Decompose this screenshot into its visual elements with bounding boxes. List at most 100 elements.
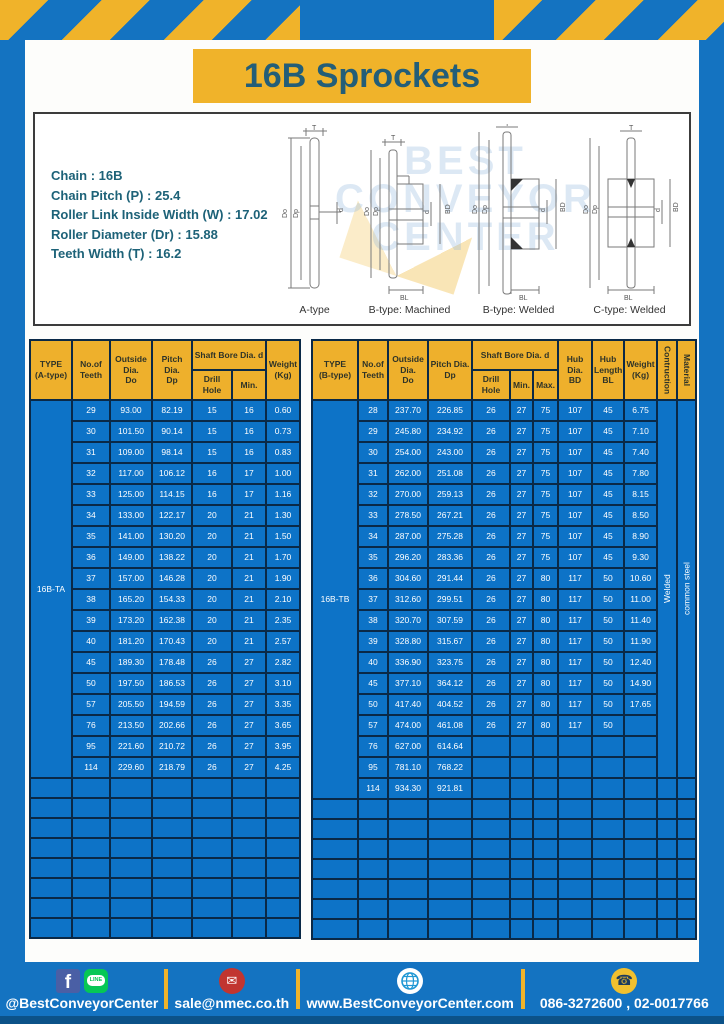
cell: 75 (532, 504, 560, 527)
cell: 38 (357, 609, 390, 632)
cell: 170.43 (151, 630, 193, 653)
cell (509, 818, 535, 840)
cell (71, 917, 111, 939)
cell (557, 898, 594, 920)
cell: 26 (471, 630, 512, 653)
email-address: sale@nmec.co.th (174, 994, 290, 1011)
drawing-label: B-type: Welded (482, 304, 555, 316)
cell (29, 897, 73, 919)
globe-icon (397, 967, 424, 994)
empty-row (311, 798, 698, 820)
cell (109, 817, 153, 839)
cell (191, 857, 233, 879)
cell (387, 818, 430, 840)
cell (471, 777, 512, 800)
cell: 237.70 (387, 399, 430, 422)
cell: 2.82 (265, 651, 302, 674)
footer-phone-group: ☎ 086-3272600 , 02-0017766 (525, 962, 724, 1016)
cell (230, 837, 268, 859)
construction-cell: Welded (657, 400, 678, 778)
cell (591, 838, 626, 860)
empty-row (29, 857, 302, 879)
cell (427, 818, 474, 840)
cell (265, 917, 302, 939)
a-type-sketch-icon: T Do Dp d (282, 125, 345, 289)
cell: 125.00 (109, 483, 153, 506)
cell (509, 838, 535, 860)
cell: 76 (71, 714, 111, 737)
cell (265, 857, 302, 879)
cell (151, 837, 193, 859)
col-drill-hole: Drill Hole (471, 369, 512, 401)
cell: 7.10 (623, 420, 659, 443)
cell: 26 (191, 651, 233, 674)
cell: 7.40 (623, 441, 659, 464)
cell: 364.12 (427, 672, 474, 695)
cell: 39 (357, 630, 390, 653)
cell: 26 (471, 609, 512, 632)
cell: 312.60 (387, 588, 430, 611)
cell: 146.28 (151, 567, 193, 590)
table-row: 16B-TA 29 93.00 82.19 15 16 0.60 (29, 399, 302, 779)
footer-contact-bar: f LINE @BestConveyorCenter ✉ sale@nmec.c… (0, 962, 724, 1016)
empty-row (311, 818, 698, 840)
footer-social-group: f LINE @BestConveyorCenter (0, 962, 164, 1016)
cell (230, 857, 268, 879)
cell: 2.35 (265, 609, 302, 632)
cell: 117.00 (109, 462, 153, 485)
svg-text:BD: BD (445, 204, 452, 214)
cell (265, 897, 302, 919)
cell (230, 797, 268, 819)
cell: 20 (191, 525, 233, 548)
cell (109, 797, 153, 819)
cell (676, 838, 698, 860)
svg-text:T: T (391, 135, 396, 142)
cell: 218.79 (151, 756, 193, 779)
col-outside-dia: Outside Dia. Do (387, 339, 430, 401)
cell (591, 878, 626, 900)
cell: 75 (532, 483, 560, 506)
cell (191, 817, 233, 839)
cell (151, 897, 193, 919)
table-row: 32 270.00 259.13 26 27 75 107 45 8.15 (312, 483, 696, 506)
cell (427, 898, 474, 920)
cell: 3.10 (265, 672, 302, 695)
cell: 40 (357, 651, 390, 674)
cell: 34 (357, 525, 390, 548)
material-cell: common steel (677, 400, 697, 778)
cell: 26 (471, 546, 512, 569)
cell: 109.00 (109, 441, 153, 464)
email-icon: ✉ (218, 967, 245, 994)
table-row: 29 245.80 234.92 26 27 75 107 45 7.10 (312, 420, 696, 443)
cell (151, 797, 193, 819)
website-url: www.BestConveyorCenter.com (306, 994, 514, 1011)
spec-info-box: BEST CONVEYOR CENTER Chain : 16B Chain P… (33, 112, 691, 326)
cell (357, 858, 390, 880)
cell (532, 838, 560, 860)
social-handle: @BestConveyorCenter (5, 994, 159, 1011)
cell: 57 (357, 714, 390, 737)
cell (311, 838, 360, 860)
cell: 26 (471, 672, 512, 695)
cell (357, 838, 390, 860)
cell: 16 (230, 399, 268, 422)
svg-text:Do: Do (583, 205, 590, 214)
cell (109, 837, 153, 859)
cell (109, 897, 153, 919)
cell: 8.15 (623, 483, 659, 506)
cell: 243.00 (427, 441, 474, 464)
cell (656, 798, 679, 820)
cell (71, 897, 111, 919)
cell: 1.90 (265, 567, 302, 590)
col-teeth: No.of Teeth (71, 339, 111, 401)
cell (509, 898, 535, 920)
svg-text:BL: BL (624, 295, 633, 302)
cell: 21 (230, 609, 268, 632)
table-a-body: 16B-TA 29 93.00 82.19 15 16 0.60 30 101.50 90.14 1… (29, 399, 302, 939)
table-row: 31 109.00 98.14 15 16 0.83 (30, 441, 302, 464)
cell (151, 857, 193, 879)
table-row: 37 312.60 299.51 26 27 80 117 50 11.00 (312, 588, 696, 611)
cell: 50 (591, 672, 626, 695)
cell (509, 735, 535, 758)
cell (591, 918, 626, 940)
